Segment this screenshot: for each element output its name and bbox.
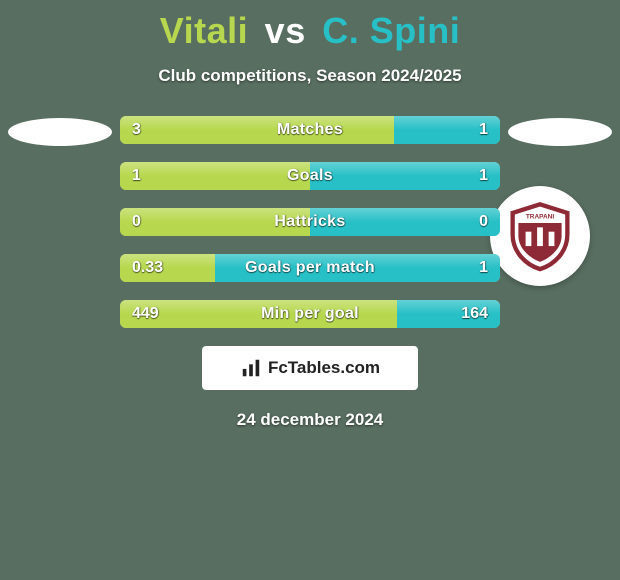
- stat-row: 11Goals: [120, 162, 500, 190]
- chart-icon: [240, 357, 262, 379]
- stat-label: Matches: [120, 116, 500, 144]
- stats-arena: TRAPANI 31Matches 11Goals 00Hattricks 0.331…: [0, 116, 620, 430]
- stat-label: Hattricks: [120, 208, 500, 236]
- player2-avatar: [508, 118, 612, 146]
- comparison-card: Vitali vs C. Spini Club competitions, Se…: [0, 0, 620, 580]
- shield-icon: TRAPANI: [504, 200, 576, 272]
- player1-avatar: [8, 118, 112, 146]
- stat-label: Goals: [120, 162, 500, 190]
- page-title: Vitali vs C. Spini: [0, 10, 620, 52]
- player2-name: C. Spini: [322, 10, 460, 51]
- stat-row: 0.331Goals per match: [120, 254, 500, 282]
- title-vs: vs: [265, 10, 306, 51]
- stat-bars: 31Matches 11Goals 00Hattricks 0.331Goals pe…: [120, 116, 500, 328]
- stat-row: 31Matches: [120, 116, 500, 144]
- player1-name: Vitali: [160, 10, 248, 51]
- stat-label: Min per goal: [120, 300, 500, 328]
- svg-text:TRAPANI: TRAPANI: [526, 214, 554, 221]
- brand-text: FcTables.com: [268, 358, 380, 378]
- branding-badge: FcTables.com: [202, 346, 418, 390]
- stat-row: 00Hattricks: [120, 208, 500, 236]
- stat-row: 449164Min per goal: [120, 300, 500, 328]
- subtitle: Club competitions, Season 2024/2025: [0, 66, 620, 86]
- player2-club-badge: TRAPANI: [490, 186, 590, 286]
- date-text: 24 december 2024: [0, 410, 620, 430]
- stat-label: Goals per match: [120, 254, 500, 282]
